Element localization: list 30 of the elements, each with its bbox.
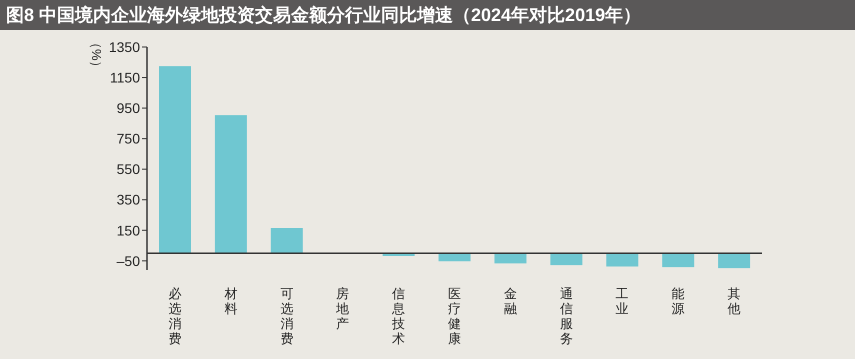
bar	[270, 228, 303, 254]
y-tick-label: 1150	[110, 70, 140, 86]
x-tick-label: 金融	[504, 286, 517, 316]
y-tick-label: 750	[116, 130, 140, 147]
x-tick-label: 能源	[672, 286, 685, 316]
y-tick-label: 1350	[108, 38, 140, 55]
y-tick-label: 150	[116, 222, 140, 238]
x-tick-label: 可选消费	[280, 286, 294, 346]
x-tick-label: 医疗健康	[448, 286, 461, 346]
y-tick-label: 950	[116, 100, 140, 116]
x-tick-label: 工业	[616, 286, 629, 316]
x-tick-label: 房地产	[335, 286, 350, 331]
bar	[718, 253, 750, 268]
chart-title: 图8 中国境内企业海外绿地投资交易金额分行业同比增速（2024年对比2019年）	[0, 0, 855, 30]
bar	[438, 253, 471, 262]
x-tick-label: 其他	[728, 286, 741, 316]
x-tick-label: 材料	[223, 286, 238, 316]
y-tick-label: 550	[116, 161, 140, 178]
x-tick-label: 必选消费	[168, 286, 182, 346]
y-axis-title: （%）	[89, 36, 104, 74]
bar	[159, 66, 191, 254]
x-tick-label: 信息技术	[391, 286, 406, 346]
bar	[662, 253, 694, 268]
y-tick-label: –50	[116, 252, 140, 269]
bar	[550, 253, 582, 266]
bar	[606, 253, 638, 266]
bar	[214, 115, 247, 254]
y-tick-label: 350	[116, 192, 140, 208]
x-tick-label: 通信服务	[560, 286, 573, 346]
bar	[494, 253, 526, 264]
